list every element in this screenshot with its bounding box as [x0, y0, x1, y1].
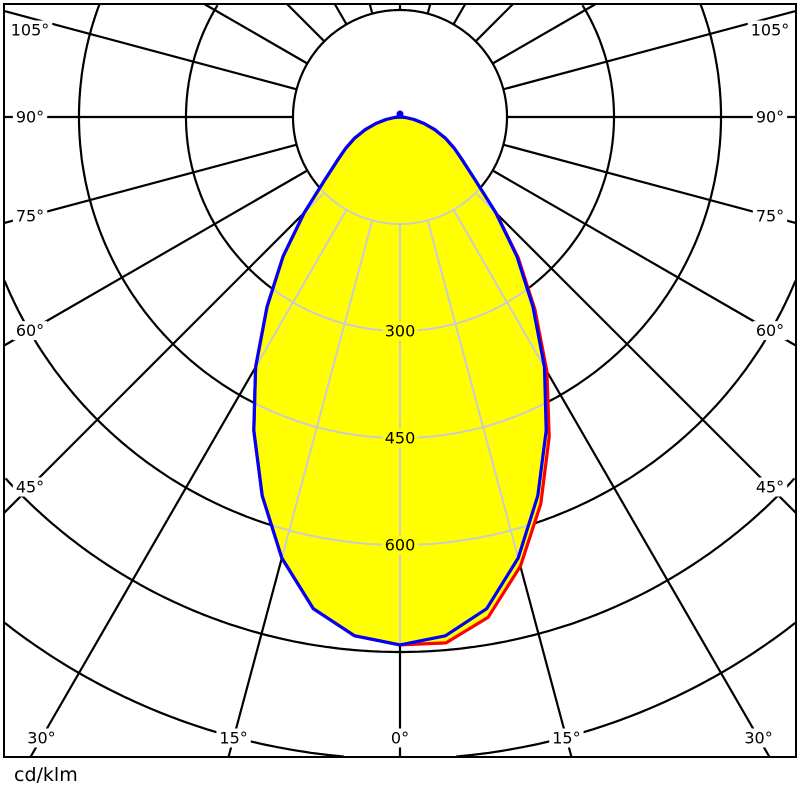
- grid-circle: [4, 622, 796, 758]
- grid-radial-line: [492, 3, 597, 65]
- angle-label: 75°: [16, 207, 44, 226]
- grid-radial-line: [452, 3, 467, 25]
- angle-label-bg: [752, 107, 788, 127]
- plot-frame: [3, 3, 797, 758]
- angle-label: 90°: [756, 108, 784, 127]
- unit-label: cd/klm: [14, 764, 78, 786]
- grid-radial-line: [3, 9, 297, 91]
- distribution-fill: [253, 117, 550, 645]
- angle-label-bg: [741, 728, 776, 748]
- grid-radial-line: [426, 3, 432, 14]
- angle-label: 90°: [16, 108, 44, 127]
- grid-radial-line: [3, 191, 326, 514]
- angle-label-bg: [7, 20, 53, 40]
- distribution-area: [253, 117, 550, 645]
- grid-radial-line: [286, 3, 326, 43]
- radial-label-bg: [382, 535, 418, 555]
- angle-label: 15°: [219, 729, 247, 748]
- angle-label: 45°: [756, 478, 784, 497]
- distribution-curves: [252, 110, 551, 647]
- grid-radial-line: [333, 3, 348, 25]
- radial-label-bg: [382, 428, 418, 448]
- grid-radial-line: [203, 3, 308, 65]
- grid-radial-line: [474, 191, 797, 514]
- angle-label-bg: [12, 206, 48, 226]
- grid-circle: [253, 280, 547, 546]
- angle-label: 15°: [552, 729, 580, 748]
- grid-radial-line: [503, 143, 797, 225]
- grid-radial-line: [3, 143, 297, 225]
- grid-circle: [4, 477, 796, 654]
- grid-radial-line: [253, 220, 374, 645]
- origin-dot: [396, 110, 404, 118]
- grid-circle: [253, 117, 547, 439]
- angle-label-bg: [24, 728, 59, 748]
- radial-tick-label: 300: [385, 322, 416, 341]
- radial-label-bg: [382, 321, 418, 341]
- grid-radial-line: [452, 209, 547, 645]
- grid-radial-line: [3, 169, 308, 347]
- grid-circle: [253, 117, 547, 332]
- radial-labels: 300 450 600: [382, 321, 418, 555]
- angle-label-bg: [752, 477, 788, 497]
- grid-radial-line: [426, 220, 547, 645]
- grid-radial-line: [368, 3, 374, 14]
- series-curve-1: [252, 115, 548, 647]
- angle-label: 0°: [391, 729, 409, 748]
- grid-radial-line: [253, 209, 348, 645]
- grid-radial-line: [474, 3, 514, 43]
- angle-labels: 105° 90° 75° 60° 45° 30° 15° 0° 15° 30° 45° 60° 75° 9…: [7, 20, 793, 748]
- angle-label-bg: [387, 728, 413, 748]
- angle-label: 60°: [756, 321, 784, 340]
- grid-radial-line: [492, 169, 797, 347]
- angle-label: 30°: [27, 729, 55, 748]
- angle-label-bg: [12, 321, 48, 341]
- angle-label-bg: [216, 728, 251, 748]
- angle-label-bg: [747, 20, 793, 40]
- angle-label: 105°: [751, 21, 790, 40]
- radial-tick-label: 450: [385, 429, 416, 448]
- angle-label-bg: [12, 477, 48, 497]
- angle-label: 105°: [11, 21, 50, 40]
- angle-label-bg: [752, 206, 788, 226]
- angle-label: 30°: [744, 729, 772, 748]
- angle-label-bg: [549, 728, 584, 748]
- angle-label: 60°: [16, 321, 44, 340]
- angle-label-bg: [12, 107, 48, 127]
- radial-tick-label: 600: [385, 536, 416, 555]
- angle-label: 45°: [16, 478, 44, 497]
- grid-radial-line: [503, 9, 797, 91]
- angle-label-bg: [752, 321, 788, 341]
- angle-label: 75°: [756, 207, 784, 226]
